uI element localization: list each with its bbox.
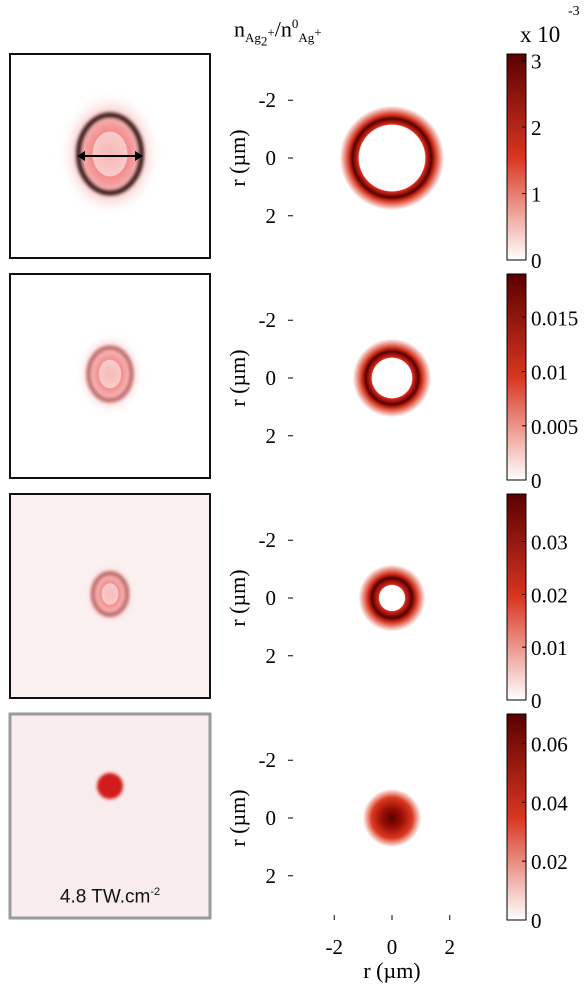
y-axis-label: r (µm) xyxy=(225,569,250,626)
colorbar-tick-label: 0 xyxy=(531,469,542,493)
y-tick-label: 2 xyxy=(266,864,277,888)
colorbar-tick-label: 0.06 xyxy=(531,732,568,756)
colorbar-tick-label: 0 xyxy=(531,249,542,273)
experimental-images xyxy=(8,53,212,920)
simulation-panels: -2 0 2 r (µm) -2 0 2 r (µm) -2 0 2 r (µm) -2 0 2 r (µm)… xyxy=(225,52,496,983)
y-axis-label: r (µm) xyxy=(225,349,250,406)
colorbar-tick-label: 0.015 xyxy=(531,306,578,330)
x-axis-label: r (µm) xyxy=(363,958,420,983)
colorbar-tick-label: 0 xyxy=(531,689,542,713)
depleted-core xyxy=(379,585,405,611)
arrow-head-left xyxy=(77,151,85,161)
y-tick-label: 0 xyxy=(266,806,277,830)
colorbar-scale xyxy=(506,713,527,921)
colorbar-4: 0 0.02 0.04 0.06 xyxy=(506,713,568,933)
simulation-panel-1: -2 0 2 r (µm) xyxy=(225,52,496,260)
colorbar-tick-label: 1 xyxy=(531,183,542,207)
colorbar-tick-label: 0.03 xyxy=(531,531,568,555)
density-ratio-label: nAg2+/n0Ag+ xyxy=(234,16,322,49)
colorbar-tick-label: 0.01 xyxy=(531,361,568,385)
intensity-caption: 4.8 TW.cm-2 xyxy=(59,885,161,907)
y-tick-label: -2 xyxy=(259,748,277,772)
y-tick-label: -2 xyxy=(259,528,277,552)
colorbar-tick-label: 0 xyxy=(531,909,542,933)
colorbar-tick-label: 0.02 xyxy=(531,850,568,874)
dark-ring xyxy=(90,571,130,617)
ring-center xyxy=(101,583,119,605)
colorbar-tick-label: 2 xyxy=(531,116,542,140)
experiment-caption-box: 4.8 TW.cm-2 xyxy=(10,716,210,920)
colorbar-1: 0 1 2 3 xyxy=(506,50,542,273)
y-tick-label: 2 xyxy=(266,644,277,668)
colorbar-tick-label: 3 xyxy=(531,50,542,74)
colorbar-3: 0 0.01 0.02 0.03 xyxy=(506,493,568,713)
y-tick-label: 0 xyxy=(266,366,277,390)
colorbar-scale xyxy=(506,273,527,481)
y-axis-label: r (µm) xyxy=(225,129,250,186)
x-tick-label: 0 xyxy=(387,935,398,959)
central-spot xyxy=(97,773,123,799)
colorbar-multiplier: x 10 xyxy=(520,22,561,47)
y-tick-label: -2 xyxy=(259,88,277,112)
image-frame xyxy=(8,712,212,920)
arrow-head-right xyxy=(135,151,143,161)
x-tick-label: 2 xyxy=(445,935,456,959)
colorbar-tick-label: 0.005 xyxy=(531,415,578,439)
y-axis-label: r (µm) xyxy=(225,789,250,846)
experimental-image-1 xyxy=(9,53,211,259)
experimental-image-3 xyxy=(9,493,211,699)
y-tick-label: 0 xyxy=(266,586,277,610)
colorbars: 0 1 2 3 0 0.005 0.01 0.015 0 0.01 0.02 0.03 0 0.02 0.0… xyxy=(506,50,578,933)
y-tick-label: 2 xyxy=(266,204,277,228)
depleted-core xyxy=(371,357,413,399)
experimental-image-4 xyxy=(8,712,212,920)
ring-center xyxy=(92,131,128,177)
dark-ring xyxy=(76,112,144,196)
simulation-panel-3: -2 0 2 r (µm) xyxy=(225,492,496,700)
colorbar-tick-label: 0.02 xyxy=(531,583,568,607)
colorbar-scale xyxy=(506,53,527,261)
y-tick-label: 2 xyxy=(266,424,277,448)
colorbar-tick-label: 0.01 xyxy=(531,636,568,660)
simulation-panel-2: -2 0 2 r (µm) xyxy=(225,272,496,480)
y-tick-label: 0 xyxy=(266,146,277,170)
dark-ring xyxy=(86,345,134,403)
colorbar-exponent: -3 xyxy=(568,4,580,19)
experimental-image-2 xyxy=(9,273,211,479)
depleted-core xyxy=(358,124,426,192)
simulation-panel-4: -2 0 2 r (µm) -2 0 2 r (µm) xyxy=(225,712,496,983)
x-tick-label: -2 xyxy=(325,935,343,959)
y-tick-label: -2 xyxy=(259,308,277,332)
colorbar-2: 0 0.005 0.01 0.015 xyxy=(506,273,578,493)
colorbar-tick-label: 0.04 xyxy=(531,791,568,815)
colorbar-scale xyxy=(506,493,527,701)
ring-center xyxy=(98,359,122,389)
density-profile xyxy=(362,788,422,848)
